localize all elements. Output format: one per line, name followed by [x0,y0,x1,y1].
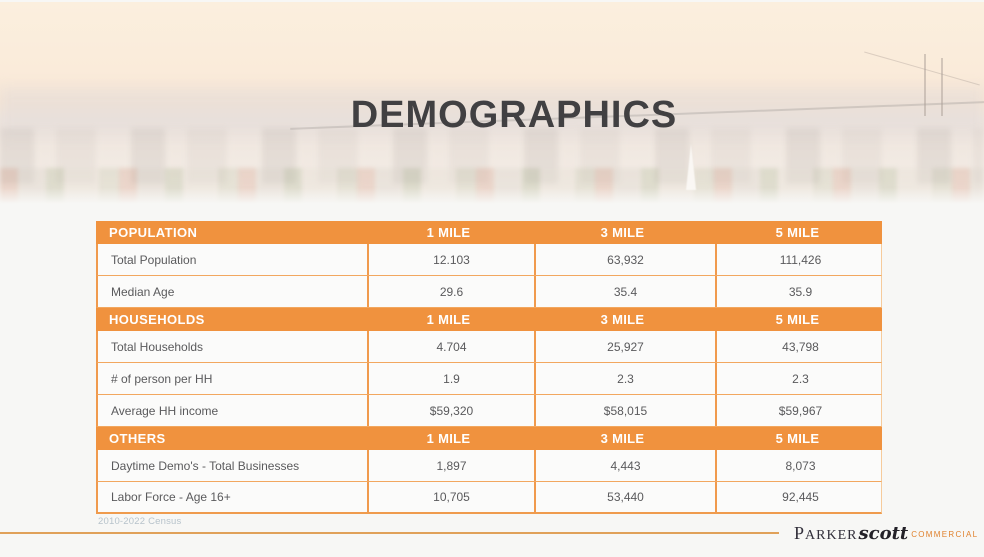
cell-value: $59,320 [367,395,534,426]
cell-value: 2.3 [534,363,715,394]
cell-value: 1,897 [367,450,534,481]
hero-cityscape-photo [0,2,984,204]
bridge-cable-graphic [864,51,980,86]
column-header-5mile: 5 MILE [775,312,820,327]
row-label: Average HH income [111,403,219,418]
column-header-5mile: 5 MILE [775,225,820,240]
column-header-3mile: 3 MILE [600,312,645,327]
section-header-label: OTHERS [109,431,166,446]
demographics-table: POPULATION 1 MILE 3 MILE 5 MILE Total Po… [96,221,882,514]
page-title: DEMOGRAPHICS [350,94,678,136]
table-row: Total Households 4.704 25,927 43,798 [96,331,882,363]
bridge-pylon-graphic [924,54,926,116]
row-label: Total Population [111,252,197,267]
section-header-households: HOUSEHOLDS 1 MILE 3 MILE 5 MILE [96,308,882,331]
table-row: Total Population 12.103 63,932 111,426 [96,244,882,276]
table-row: Labor Force - Age 16+ 10,705 53,440 92,4… [96,482,882,514]
cell-value: 29.6 [367,276,534,307]
column-header-1mile: 1 MILE [426,225,471,240]
cell-value: $59,967 [715,395,884,426]
table-row: # of person per HH 1.9 2.3 2.3 [96,363,882,395]
column-header-3mile: 3 MILE [600,225,645,240]
source-note: 2010-2022 Census [98,516,182,527]
cell-value: 43,798 [715,331,884,362]
footer-divider [0,532,779,534]
column-header-3mile: 3 MILE [600,431,645,446]
cell-value: 111,426 [715,244,884,275]
row-label: Total Households [111,339,204,354]
row-label: Labor Force - Age 16+ [111,490,231,504]
row-label: Median Age [111,284,175,299]
bridge-pylon-graphic [941,58,943,116]
logo-name-text: PARKER [794,523,858,543]
cell-value: 53,440 [534,482,715,512]
cell-value: 8,073 [715,450,884,481]
church-steeple-graphic [686,144,696,190]
section-header-population: POPULATION 1 MILE 3 MILE 5 MILE [96,221,882,244]
cell-value: 10,705 [367,482,534,512]
parker-scott-logo: PARKERscott COMMERCIAL [794,523,978,544]
section-header-others: OTHERS 1 MILE 3 MILE 5 MILE [96,427,882,450]
cell-value: 25,927 [534,331,715,362]
cell-value: 92,445 [715,482,884,512]
skyline-graphic [0,128,984,184]
cell-value: 1.9 [367,363,534,394]
cell-value: 63,932 [534,244,715,275]
cell-value: 2.3 [715,363,884,394]
cell-value: $58,015 [534,395,715,426]
row-label: # of person per HH [111,371,213,386]
row-label: Daytime Demo's - Total Businesses [111,458,300,473]
cell-value: 35.9 [715,276,884,307]
cell-value: 35.4 [534,276,715,307]
table-row: Daytime Demo's - Total Businesses 1,897 … [96,450,882,482]
column-header-1mile: 1 MILE [426,312,471,327]
cell-value: 4.704 [367,331,534,362]
section-header-label: POPULATION [109,225,198,240]
table-row: Median Age 29.6 35.4 35.9 [96,276,882,308]
column-header-5mile: 5 MILE [775,431,820,446]
logo-suffix-text: COMMERCIAL [911,530,979,539]
cell-value: 4,443 [534,450,715,481]
section-header-label: HOUSEHOLDS [109,312,205,327]
logo-script-text: scott [858,523,909,544]
photo-fade [0,188,984,204]
table-row: Average HH income $59,320 $58,015 $59,96… [96,395,882,427]
cell-value: 12.103 [367,244,534,275]
column-header-1mile: 1 MILE [426,431,471,446]
horizon-haze-graphic [0,88,984,136]
